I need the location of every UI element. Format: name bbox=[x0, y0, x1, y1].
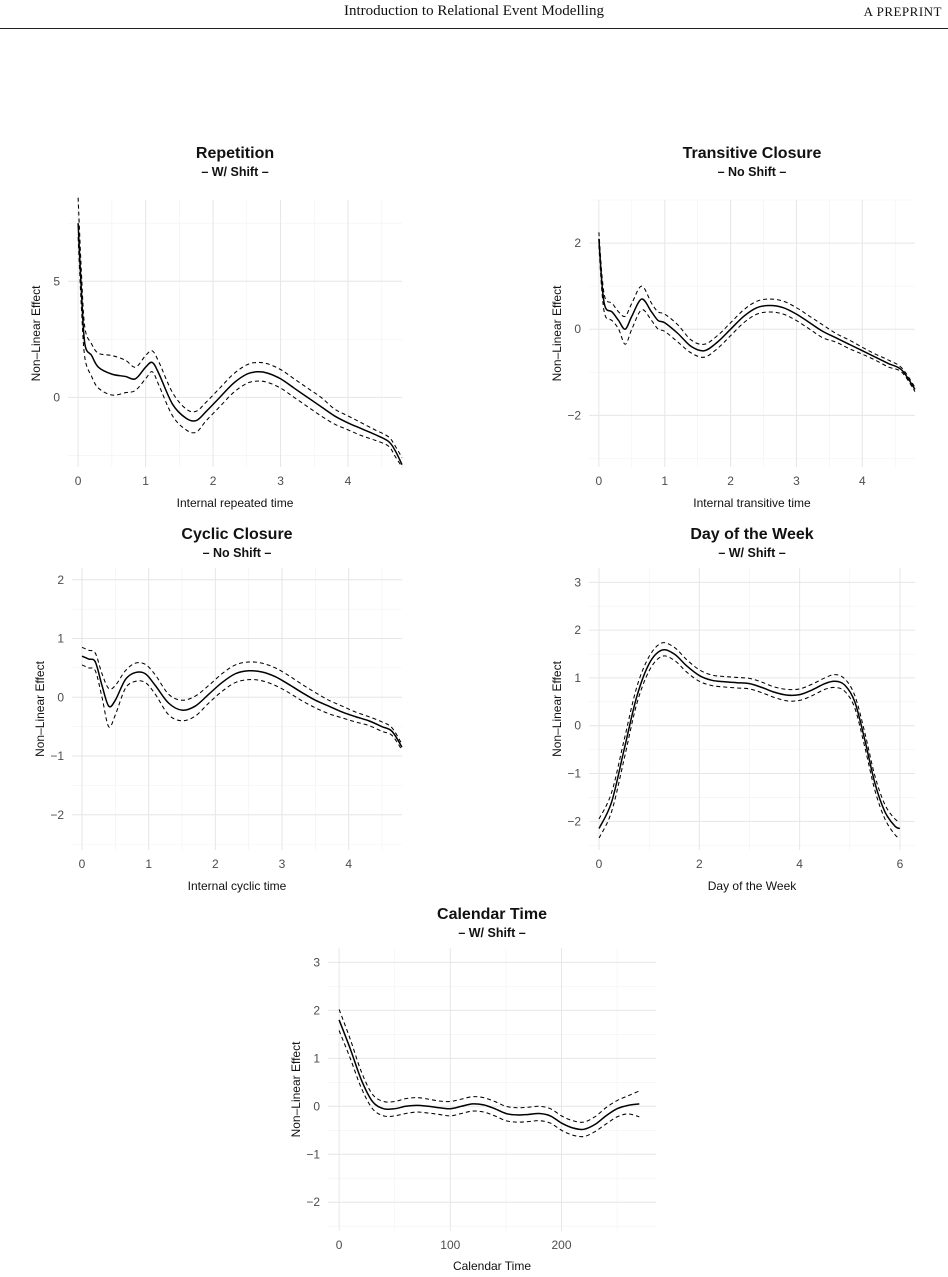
chart-panel-5: 0 100 200 −2 −1 0 1 2 3 Calendar Time – W/ Shift –… bbox=[289, 906, 656, 1273]
x-tick-label: 4 bbox=[796, 857, 803, 871]
y-tick-label: −1 bbox=[567, 767, 581, 781]
y-axis-label: Non–Linear Effect bbox=[29, 285, 43, 382]
chart-title: Cyclic Closure bbox=[181, 526, 292, 543]
x-axis-label: Internal cyclic time bbox=[188, 879, 287, 893]
chart-panel-4: 0 2 4 6 −2 −1 0 1 2 3 Day of the Week – W/ Shift – D… bbox=[550, 526, 915, 893]
y-tick-label: 1 bbox=[313, 1051, 320, 1065]
y-axis-label: Non–Linear Effect bbox=[289, 1041, 303, 1138]
x-tick-label: 4 bbox=[345, 474, 352, 488]
chart-panel-1: 0 1 2 3 4 0 5 Repetition – W/ Shift – Internal re… bbox=[29, 145, 403, 510]
x-tick-label: 2 bbox=[210, 474, 217, 488]
chart-title: Day of the Week bbox=[690, 526, 813, 543]
series-line-estimate bbox=[598, 649, 901, 830]
chart-title: Transitive Closure bbox=[683, 145, 822, 162]
y-tick-label: −2 bbox=[50, 808, 64, 822]
chart-title: Repetition bbox=[196, 145, 274, 162]
x-axis-label: Calendar Time bbox=[453, 1259, 531, 1273]
chart-panel-3: 0 1 2 3 4 −2 −1 0 1 2 Cyclic Closure – No Shift – In… bbox=[33, 526, 403, 893]
series-line-interval-2 bbox=[81, 664, 403, 751]
x-axis-label: Internal transitive time bbox=[693, 496, 811, 510]
x-tick-label: 1 bbox=[142, 474, 149, 488]
chart-title: Calendar Time bbox=[437, 906, 547, 923]
y-tick-label: 1 bbox=[574, 671, 581, 685]
x-tick-label: 3 bbox=[279, 857, 286, 871]
x-tick-label: 0 bbox=[79, 857, 86, 871]
chart-subtitle: – W/ Shift – bbox=[718, 546, 785, 560]
x-tick-label: 2 bbox=[727, 474, 734, 488]
series-line-estimate bbox=[338, 1019, 640, 1131]
x-tick-label: 4 bbox=[345, 857, 352, 871]
x-tick-label: 200 bbox=[551, 1238, 571, 1252]
y-axis-label: Non–Linear Effect bbox=[550, 285, 564, 382]
page-header: Introduction to Relational Event Modelli… bbox=[0, 0, 948, 30]
series-line-estimate bbox=[77, 223, 403, 466]
chart-subtitle: – W/ Shift – bbox=[201, 165, 268, 179]
y-tick-label: 0 bbox=[313, 1099, 320, 1113]
y-tick-label: 2 bbox=[574, 236, 581, 250]
y-tick-label: 0 bbox=[574, 719, 581, 733]
running-head-title: Introduction to Relational Event Modelli… bbox=[344, 3, 604, 19]
x-tick-label: 1 bbox=[145, 857, 152, 871]
series-line-interval-1 bbox=[338, 1009, 640, 1123]
x-tick-label: 2 bbox=[212, 857, 219, 871]
y-tick-label: 2 bbox=[313, 1003, 320, 1017]
series-line-interval-2 bbox=[598, 655, 901, 839]
y-tick-label: −2 bbox=[306, 1195, 320, 1209]
series-line-interval-1 bbox=[598, 642, 901, 822]
y-tick-label: 2 bbox=[57, 573, 64, 587]
y-tick-label: 5 bbox=[53, 274, 60, 288]
y-axis-label: Non–Linear Effect bbox=[550, 660, 564, 757]
x-axis-label: Internal repeated time bbox=[177, 496, 294, 510]
x-tick-label: 1 bbox=[661, 474, 668, 488]
chart-subtitle: – No Shift – bbox=[203, 546, 272, 560]
series-line-interval-1 bbox=[77, 197, 403, 458]
chart-panel-2: 0 1 2 3 4 −2 0 2 Transitive Closure – No Shift – I… bbox=[550, 145, 916, 510]
series-line-estimate bbox=[598, 238, 916, 390]
y-tick-label: 3 bbox=[574, 575, 581, 589]
x-tick-label: 6 bbox=[897, 857, 904, 871]
y-axis-label: Non–Linear Effect bbox=[33, 660, 47, 757]
chart-subtitle: – W/ Shift – bbox=[458, 926, 525, 940]
x-tick-label: 0 bbox=[336, 1238, 343, 1252]
chart-subtitle: – No Shift – bbox=[718, 165, 787, 179]
series-line-interval-1 bbox=[81, 646, 403, 745]
y-tick-label: 0 bbox=[574, 322, 581, 336]
series-line-interval-1 bbox=[598, 232, 916, 388]
y-tick-label: 3 bbox=[313, 955, 320, 969]
series-line-estimate bbox=[81, 655, 403, 748]
series-line-interval-2 bbox=[77, 237, 403, 468]
header-rule bbox=[0, 28, 948, 29]
x-tick-label: 3 bbox=[793, 474, 800, 488]
y-tick-label: −1 bbox=[50, 749, 64, 763]
y-tick-label: 2 bbox=[574, 623, 581, 637]
x-axis-label: Day of the Week bbox=[708, 879, 797, 893]
series-line-interval-2 bbox=[598, 245, 916, 392]
x-tick-label: 4 bbox=[859, 474, 866, 488]
y-tick-label: −2 bbox=[567, 814, 581, 828]
x-tick-label: 2 bbox=[696, 857, 703, 871]
x-tick-label: 100 bbox=[440, 1238, 460, 1252]
x-tick-label: 0 bbox=[75, 474, 82, 488]
y-tick-label: 1 bbox=[57, 632, 64, 646]
running-head-tag: A PREPRINT bbox=[863, 4, 942, 19]
x-tick-label: 0 bbox=[596, 857, 603, 871]
x-tick-label: 3 bbox=[277, 474, 284, 488]
x-tick-label: 0 bbox=[596, 474, 603, 488]
y-tick-label: 0 bbox=[53, 390, 60, 404]
series-line-interval-2 bbox=[338, 1030, 640, 1138]
y-tick-label: −2 bbox=[567, 408, 581, 422]
y-tick-label: −1 bbox=[306, 1147, 320, 1161]
y-tick-label: 0 bbox=[57, 690, 64, 704]
